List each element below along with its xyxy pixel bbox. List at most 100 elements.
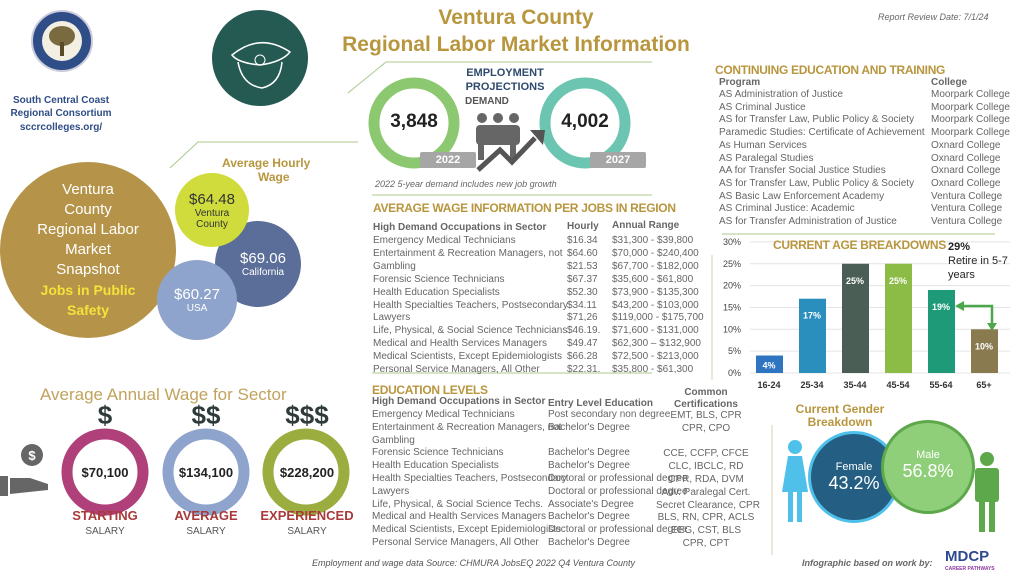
projections-title2: PROJECTIONS [465, 81, 545, 93]
wage-hourly: $49.47 [567, 338, 598, 350]
salary-value: $70,100 [81, 465, 129, 480]
data-label: 4% [762, 360, 775, 370]
salary-level: AVERAGE [174, 508, 238, 523]
dollar-symbol: $$$ [285, 400, 329, 430]
y-tick-label: 15% [723, 302, 741, 312]
dollar-symbol: $$ [191, 400, 221, 430]
chart-title: CURRENT AGE BREAKDOWNS [773, 238, 946, 252]
bar-35-44 [842, 263, 869, 373]
age-chart: 0% 5% 10% 15% 20% 25% 30% 4% 16-24 17% 25-34 25% 35-… [715, 236, 1015, 396]
mdcp-sub: CAREER PATHWAYS [945, 566, 995, 572]
edu-cert: CCE, CCFP, CFCE [663, 448, 749, 460]
x-tick-label: 55-64 [929, 380, 952, 390]
salary-sub: SALARY [287, 526, 327, 537]
y-tick-label: 0% [728, 368, 741, 378]
col-cert2: Certifications [674, 399, 738, 410]
wage-annual: $72,500 - $213,000 [612, 351, 699, 363]
wage-annual: $62,300 – $132,900 [612, 338, 701, 350]
y-tick-label: 5% [728, 346, 741, 356]
edu-cert: Secret Clearance, CPR [656, 499, 760, 511]
male-circle: Male 56.8% [881, 420, 975, 514]
salary-value: $134,100 [178, 465, 234, 480]
wage-hourly: $66.28 [567, 351, 598, 363]
snapshot-line5: Snapshot [56, 261, 120, 278]
projections-note: 2022 5-year demand includes new job grow… [375, 179, 557, 189]
officer-hat-icon [212, 10, 308, 106]
col-program: Program [719, 77, 761, 88]
col-annual: Annual Range [612, 220, 680, 231]
ce-program: AS for Transfer Administration of Justic… [719, 216, 897, 227]
ce-program: AS for Transfer Law, Public Policy & Soc… [719, 114, 915, 126]
county-wage-value: $64.48 [189, 190, 235, 208]
col-occupation: High Demand Occupations in Sector [373, 222, 547, 233]
wage-annual: $71,600 - $131,000 [612, 325, 699, 337]
county-wage-circle: $64.48 Ventura County [175, 173, 249, 247]
retire-text2: years [948, 269, 975, 281]
ce-program: AS Criminal Justice: Academic [719, 203, 855, 215]
ce-program: As Human Services [719, 139, 807, 151]
mdcp-brand: MDCP [945, 548, 990, 565]
edu-occupation: Health Education Specialists [372, 460, 499, 472]
wage-hourly: $16.34 [567, 235, 598, 246]
wage-annual: $119,000 - $175,700 [612, 312, 704, 324]
wage-annual: $35,600 - $61,800 [612, 273, 694, 285]
edu-occupation: Entertainment & Recreation Managers, not [372, 421, 562, 433]
wage-hourly: $46.19. [567, 325, 601, 337]
col-cert1: Common [684, 387, 728, 398]
male-label: Male [916, 449, 940, 461]
wage-hourly: $52.30 [567, 286, 598, 298]
female-label: Female [835, 460, 873, 473]
edu-occupation: Health Specialties Teachers, Postseconda… [372, 473, 567, 484]
col-college: College [931, 77, 968, 88]
california-wage-value: $69.06 [240, 250, 286, 267]
review-date: Report Review Date: 7/1/24 [878, 12, 989, 22]
projection-rings [368, 77, 631, 172]
y-tick-label: 30% [723, 237, 741, 247]
wage-occupation: Entertainment & Recreation Managers, not [373, 247, 563, 259]
hand-money-icon: $ [0, 444, 48, 496]
edu-cert: Adv. Paralegal Cert. [661, 486, 751, 498]
wage-occupation: Life, Physical, & Social Science Technic… [373, 325, 568, 337]
ce-college: Moorpark College [931, 127, 1010, 139]
edu-entry: Doctoral or professional degree [548, 524, 688, 536]
edu-cert: BLS, RN, CPR, ACLS [657, 512, 755, 524]
dollar-symbol: $ [97, 400, 113, 430]
data-label: 10% [975, 341, 993, 351]
retire-arrow [962, 304, 994, 324]
edu-cert: EEG, CST, BLS [670, 525, 742, 537]
ce-college: Oxnard College [931, 177, 1001, 189]
data-source: Employment and wage data Source: CHMURA … [312, 558, 635, 568]
education-table: High Demand Occupations in Sector Entry … [372, 387, 767, 556]
ce-college: Oxnard College [931, 139, 1001, 151]
org-url-link[interactable]: sccrcolleges.org/ [19, 122, 103, 133]
continuing-table: Program College AS Administration of Jus… [719, 77, 1019, 232]
hourly-title-line1: Average Hourly [222, 156, 311, 170]
edu-occupation: Emergency Medical Technicians [372, 409, 515, 420]
salary-level: EXPERIENCED [260, 508, 354, 523]
retire-text1: Retire in 5-7 [948, 255, 1008, 267]
edu-entry: Bachelor's Degree [548, 537, 630, 548]
female-value: 43.2% [828, 472, 880, 493]
year-2027-badge: 2027 [590, 152, 646, 168]
retire-arrowhead-left [955, 301, 964, 311]
growth-arrow-icon [476, 136, 537, 172]
ce-program: AS for Transfer Law, Public Policy & Soc… [719, 177, 915, 189]
title-line1: Ventura County [438, 6, 594, 29]
wage-occupation: Medical Scientists, Except Epidemiologis… [373, 351, 562, 363]
county-wage-label1: Ventura [194, 207, 230, 219]
edu-entry: Bachelor's Degree [548, 421, 630, 433]
value-2022: 3,848 [390, 111, 438, 132]
edu-entry: Doctoral or professional degree [548, 473, 688, 484]
x-tick-label: 16-24 [757, 380, 780, 390]
wage-hourly: $34.11 [567, 299, 597, 311]
wage-occupation: Health Specialties Teachers, Postseconda… [373, 299, 568, 311]
org-name-line1: South Central Coast [12, 95, 110, 106]
edu-entry: Associate's Degree [548, 498, 634, 510]
snapshot-circle: Ventura County Regional Labor Market Sna… [0, 162, 176, 338]
org-name-line2: Regional Consortium [10, 108, 112, 119]
wage-annual: $35,800 - $61,300 [612, 364, 694, 375]
edu-occupation: Medical and Health Services Managers [372, 511, 546, 523]
edu-occupation: Personal Service Managers, All Other [372, 537, 539, 548]
ring-2022 [368, 77, 460, 169]
california-wage-label: California [241, 267, 285, 278]
